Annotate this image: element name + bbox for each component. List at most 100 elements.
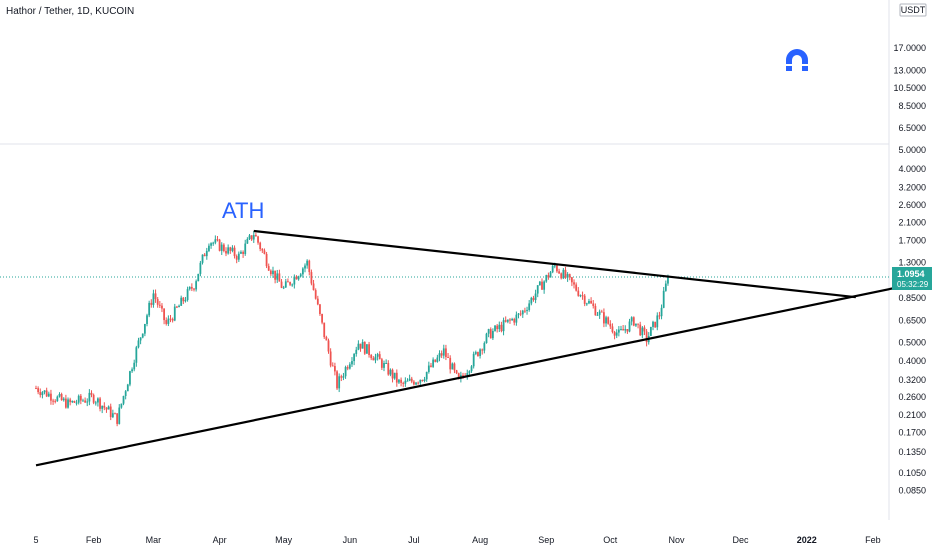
candle-body bbox=[338, 376, 341, 389]
candle-body bbox=[346, 367, 349, 369]
currency-badge[interactable]: USDT bbox=[899, 3, 927, 17]
trendline-lower[interactable] bbox=[35, 285, 904, 467]
candle-body bbox=[509, 319, 511, 321]
x-axis: 5 Feb Mar Apr May Jun Jul Aug Sep Oct Nov Dec 2022 Fe… bbox=[33, 535, 880, 545]
candle-body bbox=[541, 281, 543, 290]
candle-body bbox=[511, 318, 514, 321]
candle-body bbox=[327, 340, 330, 352]
candle-body bbox=[135, 347, 138, 363]
last-price-label: 1.0954 05:32:29 bbox=[892, 267, 932, 290]
candle-body bbox=[637, 323, 639, 325]
candle-body bbox=[199, 262, 202, 274]
candle-body bbox=[430, 365, 432, 367]
candle-body bbox=[641, 327, 644, 336]
candle-body bbox=[500, 324, 503, 332]
x-tick-label: 5 bbox=[33, 535, 38, 545]
candle-body bbox=[660, 307, 663, 317]
y-tick-label: 0.1050 bbox=[898, 468, 926, 478]
candle-body bbox=[201, 254, 204, 263]
y-tick-label: 0.2600 bbox=[898, 392, 926, 402]
candle-body bbox=[47, 393, 50, 397]
candle-body bbox=[35, 388, 37, 390]
candle-body bbox=[169, 318, 172, 320]
candle-body bbox=[282, 287, 285, 289]
y-tick-label: 1.3000 bbox=[898, 258, 926, 268]
candle-body bbox=[417, 382, 420, 384]
candle-body bbox=[453, 363, 456, 371]
candle-body bbox=[133, 362, 136, 370]
candle-body bbox=[447, 356, 449, 358]
candle-body bbox=[195, 281, 198, 290]
candle-body bbox=[551, 265, 554, 273]
candle-body bbox=[624, 329, 627, 331]
candle-body bbox=[481, 349, 484, 351]
candle-body bbox=[216, 239, 219, 241]
candle-body bbox=[261, 248, 264, 251]
candle-body bbox=[67, 399, 69, 408]
candle-body bbox=[380, 359, 383, 368]
y-tick-label: 4.0000 bbox=[898, 164, 926, 174]
candle-body bbox=[630, 317, 633, 322]
candle-body bbox=[214, 239, 217, 243]
candle-body bbox=[90, 392, 93, 395]
candle-body bbox=[321, 313, 323, 323]
candle-body bbox=[190, 286, 193, 289]
candle-body bbox=[635, 323, 637, 326]
candle-body bbox=[122, 395, 125, 404]
x-tick-label: Jul bbox=[408, 535, 420, 545]
candle-body bbox=[167, 318, 170, 324]
candle-body bbox=[233, 247, 236, 257]
candle-body bbox=[376, 354, 379, 357]
y-tick-label: 2.6000 bbox=[898, 200, 926, 210]
trendline-upper[interactable] bbox=[253, 229, 856, 299]
candle-body bbox=[498, 324, 501, 330]
candle-body bbox=[334, 366, 336, 372]
candle-body bbox=[299, 274, 302, 277]
candle-body bbox=[161, 305, 163, 309]
candle-body bbox=[378, 354, 381, 360]
candle-body bbox=[609, 323, 612, 327]
candle-body bbox=[45, 390, 48, 397]
candle-body bbox=[598, 311, 601, 315]
price-countdown: 05:32:29 bbox=[897, 280, 929, 289]
candle-body bbox=[220, 244, 223, 251]
magnet-icon[interactable] bbox=[786, 49, 808, 71]
candle-body bbox=[395, 372, 398, 383]
candle-body bbox=[150, 302, 153, 305]
candle-body bbox=[632, 317, 635, 326]
candle-body bbox=[323, 322, 326, 338]
x-tick-label: Feb bbox=[86, 535, 102, 545]
candle-body bbox=[494, 325, 496, 331]
x-tick-label: Aug bbox=[472, 535, 488, 545]
candle-body bbox=[658, 315, 661, 317]
candle-body bbox=[579, 295, 582, 297]
candle-body bbox=[246, 238, 249, 244]
candle-body bbox=[355, 349, 358, 354]
x-tick-label: Mar bbox=[146, 535, 162, 545]
candle-body bbox=[289, 282, 291, 285]
candle-body bbox=[267, 266, 270, 271]
candle-body bbox=[387, 362, 390, 375]
candle-body bbox=[611, 326, 614, 332]
candle-body bbox=[353, 353, 356, 362]
candle-body bbox=[148, 302, 151, 316]
y-tick-label: 0.2100 bbox=[898, 410, 926, 420]
candle-body bbox=[605, 317, 607, 324]
candle-body bbox=[116, 413, 119, 424]
candle-body bbox=[111, 413, 114, 418]
last-price-value: 1.0954 bbox=[897, 269, 925, 279]
candle-body bbox=[496, 325, 499, 330]
candle-body bbox=[82, 400, 84, 402]
candle-body bbox=[129, 371, 131, 385]
candle-body bbox=[176, 306, 178, 308]
candle-body bbox=[607, 317, 610, 324]
candle-body bbox=[515, 314, 518, 323]
candle-body bbox=[462, 375, 464, 377]
candle-body bbox=[50, 393, 52, 401]
candle-body bbox=[391, 369, 394, 379]
candle-body bbox=[314, 290, 317, 299]
candle-body bbox=[75, 402, 78, 404]
candle-body bbox=[491, 330, 494, 339]
candle-body bbox=[60, 394, 63, 401]
